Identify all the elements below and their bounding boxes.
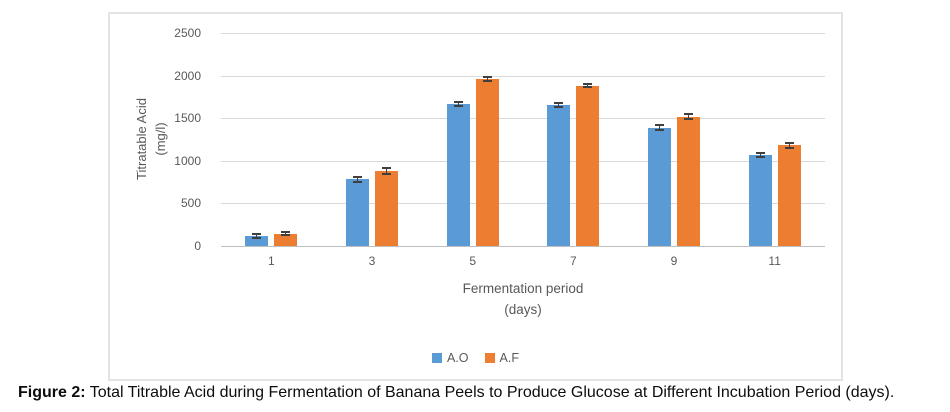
legend-label: A.F [499, 351, 519, 365]
gridline [221, 160, 825, 162]
error-bar-whisker [386, 167, 387, 175]
error-bar-whisker [788, 142, 790, 149]
error-bar-cap-bottom [684, 118, 693, 121]
error-bar-whisker [759, 152, 761, 158]
error-bar-cap-bottom [353, 180, 362, 183]
bar-ao-day1 [245, 235, 269, 246]
figure-caption: Figure 2: Total Titrable Acid during Fer… [18, 383, 938, 403]
y-axis-title-line1: Titratable Acid [134, 98, 149, 180]
error-bar-whisker [659, 124, 660, 132]
x-axis-title-line2: (days) [504, 302, 542, 317]
chart-legend: A.O A.F [110, 351, 841, 365]
error-bar [281, 230, 291, 237]
y-axis-title: Titratable Acid (mg/l) [132, 64, 172, 214]
chart-box: 0 500 1000 1500 2000 2500 1 3 5 7 9 11 Titratable A… [108, 12, 843, 381]
error-bar [583, 83, 593, 89]
error-bar-cap-bottom [784, 146, 794, 149]
error-bar-cap-bottom [583, 86, 593, 89]
error-bar [353, 175, 362, 183]
error-bar [784, 142, 794, 149]
legend-label: A.O [447, 351, 469, 365]
error-bar-cap-bottom [453, 104, 463, 107]
y-tick-label: 2000 [174, 68, 201, 83]
legend-item-ao: A.O [432, 351, 469, 365]
gridline [221, 75, 825, 77]
error-bar [252, 232, 262, 239]
error-bar [684, 113, 693, 121]
error-bar-whisker [587, 83, 589, 89]
x-axis-line [221, 246, 825, 247]
bar-af-day5 [475, 79, 499, 246]
bar-af-day11 [777, 145, 801, 246]
error-bar-cap-bottom [655, 129, 664, 132]
error-bar [655, 124, 664, 132]
x-tick-label: 7 [569, 254, 577, 268]
error-bar [755, 152, 765, 158]
x-axis-title-line1: Fermentation period [462, 281, 584, 296]
gridline [221, 118, 825, 120]
x-tick-label: 1 [267, 254, 275, 268]
figure-caption-text: Total Titrable Acid during Fermentation … [85, 384, 895, 401]
error-bar-cap-bottom [755, 155, 765, 158]
bar-af-day7 [576, 85, 600, 246]
gridline [221, 33, 825, 34]
bar-af-day3 [375, 171, 398, 246]
error-bar-whisker [285, 230, 287, 237]
x-axis-title: Fermentation period (days) [221, 278, 825, 320]
bar-ao-day7 [547, 104, 571, 246]
error-bar-cap-bottom [252, 236, 262, 239]
x-tick-label: 9 [670, 254, 678, 268]
legend-item-af: A.F [484, 351, 519, 365]
error-bar [554, 101, 564, 109]
error-bar-cap-bottom [281, 234, 291, 237]
legend-swatch [432, 353, 442, 363]
y-axis-title-line2: (mg/l) [153, 122, 168, 156]
figure-caption-label: Figure 2: [18, 384, 86, 401]
legend-swatch [484, 353, 495, 363]
error-bar-cap-bottom [482, 79, 492, 82]
y-tick-label: 0 [194, 239, 201, 253]
error-bar-whisker [688, 113, 689, 121]
bar-ao-day3 [346, 179, 369, 246]
x-tick-label: 5 [469, 254, 476, 268]
error-bar-cap-bottom [554, 106, 564, 109]
y-tick-label: 2500 [174, 26, 201, 40]
error-bar [453, 100, 463, 107]
x-tick-label: 11 [768, 254, 781, 268]
error-bar [482, 76, 492, 82]
error-bar-whisker [256, 232, 258, 239]
error-bar-whisker [486, 76, 488, 82]
bar-ao-day9 [648, 127, 671, 246]
y-tick-label: 500 [180, 196, 201, 211]
error-bar-whisker [357, 175, 358, 183]
error-bar-whisker [457, 100, 459, 107]
error-bar [382, 167, 391, 175]
error-bar-cap-bottom [382, 172, 391, 175]
x-tick-label: 3 [368, 254, 376, 268]
gridline [221, 203, 825, 205]
error-bar-whisker [558, 101, 560, 109]
y-tick-label: 1000 [174, 153, 201, 168]
bar-ao-day11 [748, 154, 772, 246]
y-tick-label: 1500 [174, 111, 201, 126]
bar-af-day9 [677, 116, 700, 246]
bar-ao-day5 [446, 103, 470, 246]
bar-af-day1 [274, 233, 298, 246]
